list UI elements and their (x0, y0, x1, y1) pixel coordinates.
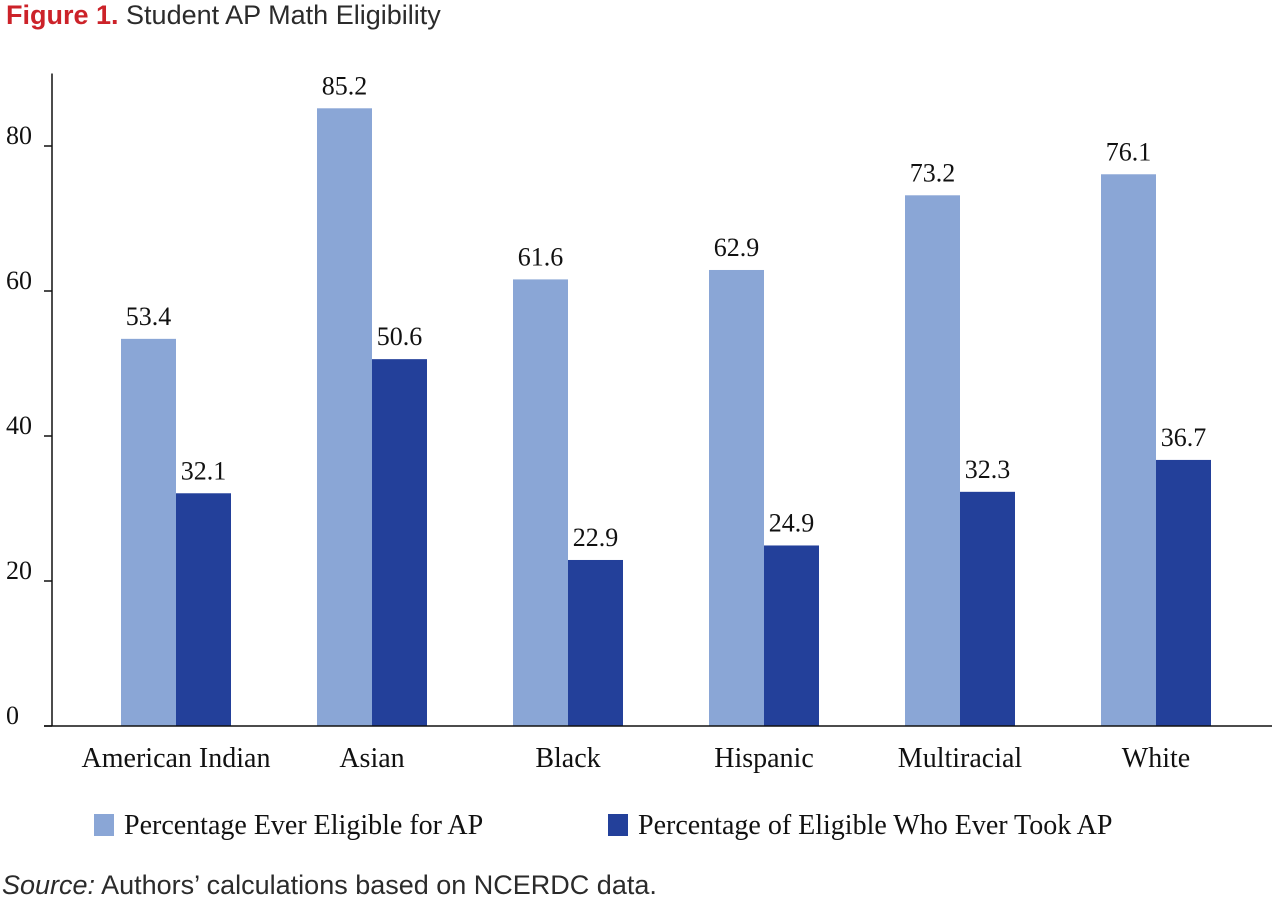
bar (764, 545, 819, 726)
data-label: 73.2 (910, 158, 956, 187)
x-tick-label: American Indian (82, 743, 271, 774)
data-label: 24.9 (769, 508, 815, 537)
bar (905, 195, 960, 727)
source-label: Source: (2, 870, 96, 900)
y-tick-label: 60 (6, 266, 32, 295)
data-label: 50.6 (377, 322, 423, 351)
data-label: 53.4 (126, 302, 172, 331)
bar (709, 269, 764, 726)
y-axis: 0 20 40 60 80 (6, 73, 53, 730)
x-tick-label: Hispanic (714, 743, 814, 774)
y-tick-label: 40 (6, 411, 32, 440)
legend-swatch (608, 814, 628, 836)
bar (176, 493, 231, 726)
figure-label: Figure 1. (6, 0, 119, 30)
legend-label: Percentage of Eligible Who Ever Took AP (638, 810, 1112, 841)
x-tick-label: White (1122, 743, 1190, 774)
data-label: 32.3 (965, 455, 1011, 484)
figure-source: Source: Authors’ calculations based on N… (2, 870, 657, 900)
bar (568, 559, 623, 726)
y-tick-label: 80 (6, 121, 32, 150)
bar (372, 359, 427, 726)
legend-label: Percentage Ever Eligible for AP (124, 810, 483, 841)
data-label: 76.1 (1106, 137, 1152, 166)
bar (1156, 459, 1211, 726)
x-axis: American Indian Asian Black Hispanic Multira… (44, 725, 1272, 774)
data-label: 32.1 (181, 456, 227, 485)
x-tick-label: Black (535, 743, 600, 774)
x-tick-label: Asian (339, 743, 404, 774)
source-text: Authors’ calculations based on NCERDC da… (101, 870, 657, 900)
data-label: 62.9 (714, 233, 760, 262)
legend: Percentage Ever Eligible for AP Percentag… (94, 810, 1112, 841)
bar (317, 108, 372, 727)
y-tick-label: 20 (6, 556, 32, 585)
value-labels: 53.4 32.1 85.2 50.6 61.6 22.9 62.9 24.9 73.2 32.3… (126, 71, 1207, 552)
bar (960, 491, 1015, 726)
bar (1101, 174, 1156, 726)
bar (513, 279, 568, 726)
data-label: 22.9 (573, 523, 619, 552)
x-tick-label: Multiracial (898, 743, 1023, 774)
figure-title-text: Student AP Math Eligibility (126, 0, 441, 30)
data-label: 61.6 (518, 242, 564, 271)
legend-swatch (94, 814, 114, 836)
bar (121, 338, 176, 726)
bars (121, 108, 1211, 727)
figure-title: Figure 1. Student AP Math Eligibility (6, 0, 441, 30)
y-tick-label: 0 (6, 701, 19, 730)
data-label: 85.2 (322, 71, 368, 100)
data-label: 36.7 (1161, 423, 1207, 452)
